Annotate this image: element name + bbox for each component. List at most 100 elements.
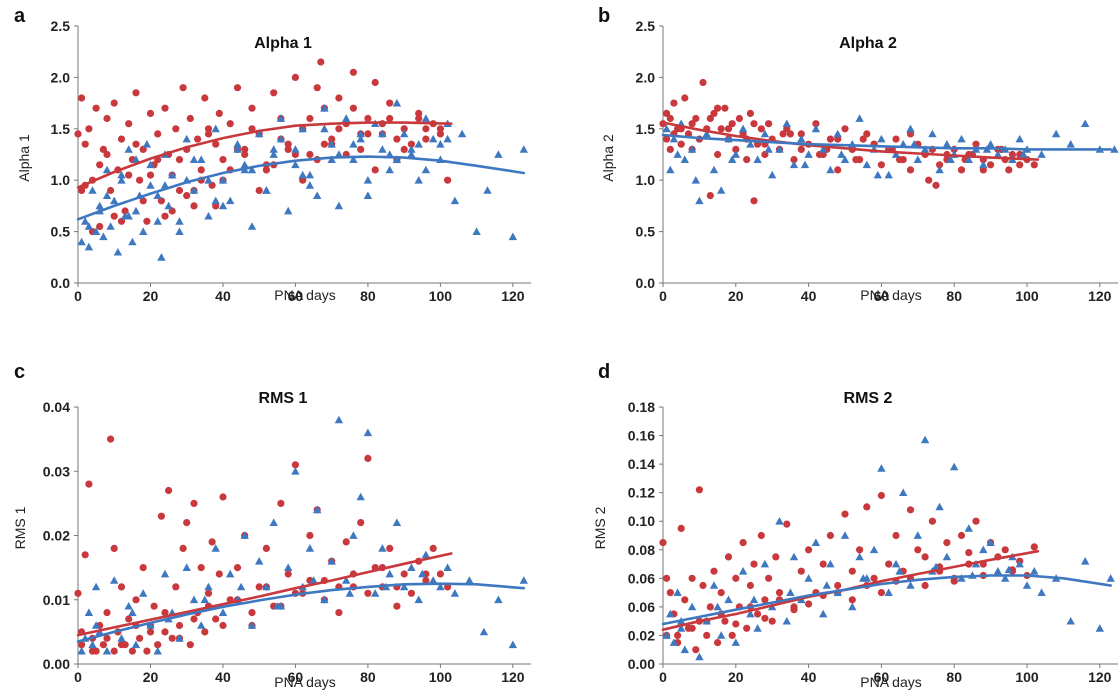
data-point-triangle bbox=[349, 531, 358, 539]
data-point-triangle bbox=[392, 155, 402, 163]
data-point-triangle bbox=[189, 186, 199, 194]
data-point-triangle bbox=[822, 581, 831, 589]
data-point-circle bbox=[364, 130, 372, 138]
data-point-circle bbox=[663, 109, 671, 117]
data-point-triangle bbox=[371, 589, 380, 597]
data-point-circle bbox=[204, 125, 213, 133]
data-point-circle bbox=[1016, 161, 1024, 169]
data-point-circle bbox=[422, 135, 430, 143]
data-point-circle bbox=[107, 435, 115, 443]
y-tick-label: 0.00 bbox=[43, 656, 70, 672]
data-point-circle bbox=[688, 624, 696, 632]
data-point-triangle bbox=[378, 145, 387, 153]
data-point-circle bbox=[1008, 150, 1017, 159]
data-point-circle bbox=[136, 634, 144, 642]
data-point-circle bbox=[906, 166, 915, 174]
data-point-triangle bbox=[687, 602, 697, 611]
data-point-triangle bbox=[877, 134, 886, 143]
data-point-triangle bbox=[804, 574, 813, 582]
y-tick-label: 0.00 bbox=[628, 656, 655, 672]
data-point-triangle bbox=[197, 621, 206, 629]
trend-curve bbox=[76, 552, 453, 637]
data-point-triangle bbox=[189, 155, 199, 163]
data-point-triangle bbox=[1004, 565, 1013, 574]
chart-title-alpha-2: Alpha 2 bbox=[839, 35, 897, 52]
data-point-triangle bbox=[88, 640, 97, 649]
x-tick-label: 100 bbox=[429, 669, 453, 685]
data-point-circle bbox=[233, 564, 242, 572]
data-point-triangle bbox=[429, 134, 438, 143]
data-point-triangle bbox=[1081, 557, 1090, 565]
data-point-circle bbox=[262, 166, 270, 174]
data-point-triangle bbox=[687, 145, 697, 153]
y-tick-label: 0.04 bbox=[43, 399, 70, 415]
data-point-triangle bbox=[84, 222, 94, 230]
data-point-triangle bbox=[385, 165, 394, 174]
trend-curve bbox=[76, 155, 526, 221]
x-tick-label: 20 bbox=[728, 669, 744, 685]
data-point-circle bbox=[936, 161, 944, 169]
data-point-triangle bbox=[291, 467, 300, 475]
data-point-triangle bbox=[291, 160, 300, 169]
data-point-circle bbox=[706, 192, 714, 200]
y-tick-label: 0.12 bbox=[628, 485, 655, 501]
data-point-triangle bbox=[327, 140, 336, 148]
data-point-circle bbox=[117, 641, 126, 649]
data-point-triangle bbox=[789, 552, 799, 561]
data-point-circle bbox=[706, 114, 714, 123]
data-point-circle bbox=[284, 145, 292, 153]
data-point-triangle bbox=[873, 170, 882, 179]
data-point-circle bbox=[172, 583, 180, 591]
y-axis-label: RMS 1 bbox=[12, 506, 28, 549]
data-point-triangle bbox=[1037, 588, 1046, 596]
data-point-triangle bbox=[884, 170, 893, 179]
data-point-circle bbox=[386, 544, 394, 553]
data-point-triangle bbox=[910, 140, 919, 148]
data-point-triangle bbox=[226, 196, 235, 205]
data-point-triangle bbox=[247, 621, 257, 629]
data-point-circle bbox=[110, 647, 118, 655]
data-point-triangle bbox=[508, 232, 518, 241]
data-point-triangle bbox=[465, 576, 474, 584]
data-point-circle bbox=[317, 58, 325, 66]
data-point-circle bbox=[681, 94, 689, 102]
data-point-circle bbox=[819, 560, 827, 568]
y-tick-label: 0.02 bbox=[628, 627, 655, 643]
data-point-circle bbox=[666, 114, 674, 123]
x-axis-label: PNA days bbox=[274, 287, 335, 303]
data-point-triangle bbox=[662, 631, 671, 639]
x-tick-label: 40 bbox=[801, 669, 817, 685]
data-point-circle bbox=[743, 624, 751, 632]
data-point-triangle bbox=[895, 567, 904, 575]
data-point-triangle bbox=[349, 155, 358, 163]
data-point-triangle bbox=[102, 191, 112, 199]
data-point-triangle bbox=[334, 415, 344, 424]
data-point-triangle bbox=[255, 557, 264, 565]
y-tick-label: 0.5 bbox=[51, 224, 71, 240]
data-point-triangle bbox=[175, 217, 184, 225]
data-point-triangle bbox=[175, 227, 184, 235]
data-point-triangle bbox=[91, 227, 101, 235]
data-point-circle bbox=[950, 577, 958, 585]
data-point-circle bbox=[692, 646, 700, 654]
data-point-triangle bbox=[811, 124, 821, 133]
data-point-triangle bbox=[128, 237, 137, 246]
chart-panel-d: d RMS 2 PNA days RMS 2 0 20 40 60 80 100 120 0.… bbox=[592, 361, 1118, 690]
data-point-circle bbox=[146, 109, 155, 117]
data-point-triangle bbox=[695, 196, 704, 205]
data-point-circle bbox=[81, 551, 89, 559]
data-point-triangle bbox=[450, 589, 460, 597]
data-point-triangle bbox=[113, 248, 123, 256]
data-point-circle bbox=[172, 125, 180, 133]
data-point-circle bbox=[143, 647, 151, 655]
data-point-circle bbox=[848, 596, 856, 604]
data-point-circle bbox=[422, 125, 430, 133]
data-point-circle bbox=[714, 639, 722, 647]
data-point-circle bbox=[757, 125, 765, 133]
x-tick-label: 20 bbox=[728, 288, 744, 304]
data-point-circle bbox=[121, 207, 129, 215]
y-tick-label: 0.0 bbox=[636, 275, 656, 291]
data-point-circle bbox=[179, 544, 187, 553]
data-point-circle bbox=[306, 150, 314, 159]
data-point-triangle bbox=[342, 576, 351, 584]
